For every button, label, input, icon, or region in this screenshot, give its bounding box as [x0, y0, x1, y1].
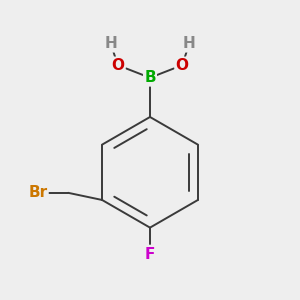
Text: H: H [104, 36, 117, 51]
Text: Br: Br [28, 185, 47, 200]
Text: O: O [111, 58, 124, 73]
Text: F: F [145, 247, 155, 262]
Text: H: H [183, 36, 196, 51]
Text: B: B [144, 70, 156, 85]
Text: O: O [176, 58, 189, 73]
